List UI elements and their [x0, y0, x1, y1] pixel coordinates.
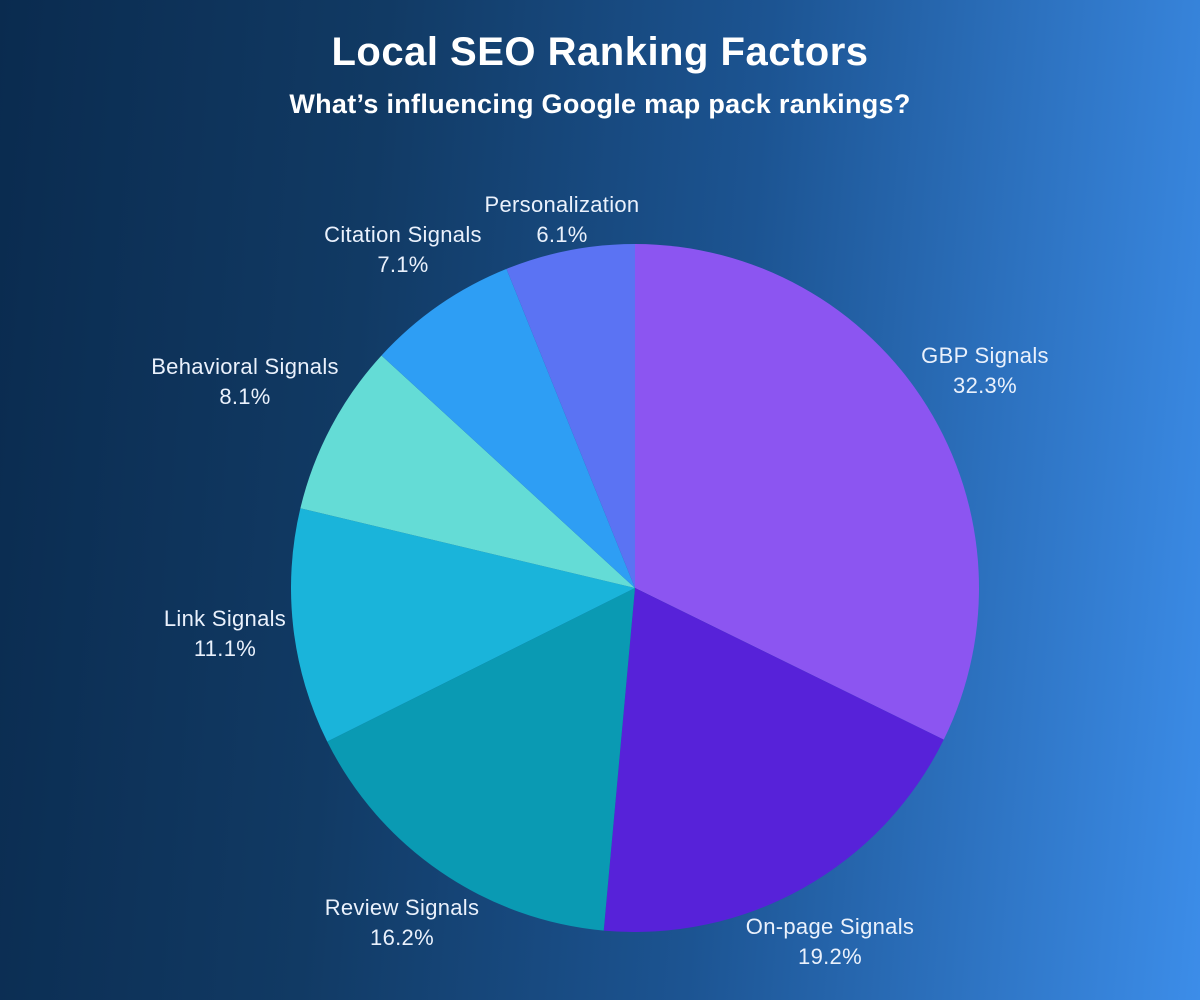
slice-pct: 19.2% [798, 944, 862, 969]
slice-label-citation-signals: Citation Signals 7.1% [324, 220, 482, 280]
pie-slice-citation-signals [381, 268, 635, 588]
slice-pct: 6.1% [536, 222, 588, 247]
slice-pct: 8.1% [219, 384, 271, 409]
pie-slice-review-signals [327, 588, 635, 931]
pie-chart [291, 244, 979, 932]
slice-name: Personalization [484, 192, 640, 217]
pie-slice-link-signals [291, 508, 635, 742]
slice-label-link-signals: Link Signals 11.1% [164, 604, 286, 664]
slice-name: On-page Signals [745, 914, 915, 939]
slice-name: GBP Signals [921, 343, 1049, 368]
slice-pct: 16.2% [370, 925, 434, 950]
slice-pct: 7.1% [377, 252, 429, 277]
slice-name: Citation Signals [324, 222, 482, 247]
slice-label-on-page-signals: On-page Signals 19.2% [746, 912, 914, 972]
pie-slice-behavioral-signals [300, 355, 635, 588]
slice-label-behavioral-signals: Behavioral Signals 8.1% [151, 352, 339, 412]
slice-label-review-signals: Review Signals 16.2% [325, 893, 480, 953]
pie-slice-personalization [506, 244, 635, 588]
slice-pct: 32.3% [953, 373, 1017, 398]
slice-name: Link Signals [163, 606, 287, 631]
slice-name: Behavioral Signals [151, 354, 339, 379]
pie-slice-on-page-signals [603, 588, 944, 932]
page-subtitle: What’s influencing Google map pack ranki… [289, 89, 911, 119]
slice-label-personalization: Personalization 6.1% [485, 190, 640, 250]
slice-pct: 11.1% [193, 636, 257, 661]
page-title: Local SEO Ranking Factors [331, 30, 869, 74]
slice-name: Review Signals [324, 895, 480, 920]
slice-label-gbp-signals: GBP Signals 32.3% [921, 341, 1049, 401]
pie-slice-gbp-signals [635, 244, 979, 740]
